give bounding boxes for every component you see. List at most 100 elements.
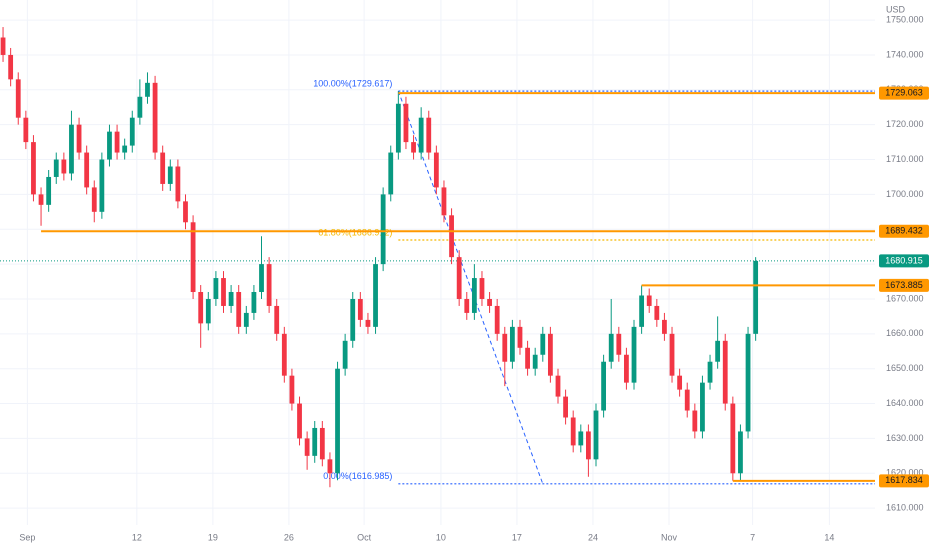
candle-body <box>388 152 394 195</box>
candle-body <box>449 215 454 258</box>
level-label: 1673.885 <box>885 280 923 290</box>
candle-body <box>0 37 6 55</box>
candle-body <box>479 278 485 299</box>
candle-body <box>502 333 508 362</box>
candle-body <box>76 124 82 153</box>
candle-body <box>456 257 462 299</box>
x-tick-label: 7 <box>750 532 755 542</box>
candle-body <box>738 431 743 474</box>
candle-body <box>494 305 500 334</box>
x-tick-label: Nov <box>661 532 678 542</box>
candle-body <box>487 298 492 306</box>
last-price-label-box <box>879 254 929 268</box>
candle-body <box>137 96 143 118</box>
candle-body <box>380 194 386 265</box>
candle-body <box>122 145 128 153</box>
candle-body <box>578 431 584 446</box>
candle-body <box>357 298 363 320</box>
candle-body <box>403 103 409 143</box>
y-tick-label: 1620.000 <box>886 468 924 478</box>
candle-body <box>84 152 90 188</box>
candle-body <box>631 326 637 383</box>
candle-body <box>365 319 371 327</box>
fib-label: 0.00%(1616.985) <box>323 471 392 481</box>
candle-body <box>213 278 219 299</box>
y-tick-label: 1740.000 <box>886 49 924 59</box>
y-tick-label: 1650.000 <box>886 363 924 373</box>
x-tick-label: 26 <box>284 532 294 542</box>
candle-body <box>555 375 561 397</box>
candle-body <box>639 295 645 327</box>
candle-body <box>236 292 242 327</box>
candle-body <box>411 142 416 153</box>
candle-body <box>281 333 287 376</box>
y-tick-label: 1630.000 <box>886 433 924 443</box>
candle-body <box>532 354 538 369</box>
candle-body <box>662 319 667 334</box>
y-tick-label: 1660.000 <box>886 328 924 338</box>
candle-body <box>274 305 280 334</box>
candle-body <box>342 340 348 369</box>
level-label-box <box>879 474 929 488</box>
candle-body <box>53 159 59 177</box>
candle-body <box>46 176 52 205</box>
level-label: 1689.432 <box>885 226 923 236</box>
candle-body <box>129 117 135 146</box>
x-tick-label: 24 <box>588 532 598 542</box>
candle-body <box>152 82 158 153</box>
candle-body <box>707 361 713 383</box>
candle-body <box>525 347 530 369</box>
candle-body <box>745 333 751 432</box>
candle-body <box>114 131 120 153</box>
candle-body <box>304 438 310 456</box>
candle-body <box>312 427 318 456</box>
candle-body <box>175 166 181 202</box>
x-tick-label: Oct <box>357 532 372 542</box>
candle-body <box>190 222 196 293</box>
candle-body <box>297 403 302 439</box>
candle-body <box>646 295 652 306</box>
candle-body <box>327 459 333 474</box>
candle-body <box>198 292 204 324</box>
candle-body <box>669 333 675 376</box>
candle-body <box>8 54 14 80</box>
candle-body <box>23 117 29 143</box>
candle-body <box>692 410 698 432</box>
y-tick-label: 1720.000 <box>886 119 924 129</box>
candle-body <box>373 264 378 327</box>
candle-body <box>228 292 234 306</box>
x-tick-label: 19 <box>208 532 218 542</box>
candle-body <box>441 187 447 216</box>
level-label: 1617.834 <box>885 475 923 485</box>
candle-body <box>91 187 97 212</box>
level-label: 1729.063 <box>885 87 923 97</box>
candle-body <box>722 340 728 404</box>
y-tick-label: 1670.000 <box>886 293 924 303</box>
candle-body <box>700 382 705 432</box>
candle-body <box>289 375 295 404</box>
candle-body <box>570 417 576 446</box>
x-tick-label: 17 <box>512 532 522 542</box>
candle-body <box>540 333 546 355</box>
candle-body <box>15 79 21 118</box>
level-label-box <box>879 278 929 292</box>
candle-body <box>624 354 629 383</box>
candle-body <box>730 403 736 474</box>
candle-body <box>426 117 432 153</box>
candle-body <box>259 264 264 293</box>
candle-body <box>350 298 356 341</box>
fib-label: 61.80%(1686.912) <box>318 227 392 237</box>
candle-body <box>464 298 470 313</box>
candle-body <box>677 375 683 390</box>
candle-body <box>418 117 424 153</box>
candle-body <box>586 431 591 460</box>
last-price-label: 1680.915 <box>885 255 923 265</box>
candle-body <box>608 333 614 362</box>
candle-body <box>616 333 622 355</box>
candle-body <box>243 312 249 327</box>
candle-body <box>61 159 67 174</box>
candle-body <box>99 159 105 212</box>
candle-body <box>509 326 515 362</box>
candle-body <box>335 368 340 474</box>
fib-label: 100.00%(1729.617) <box>313 79 392 89</box>
